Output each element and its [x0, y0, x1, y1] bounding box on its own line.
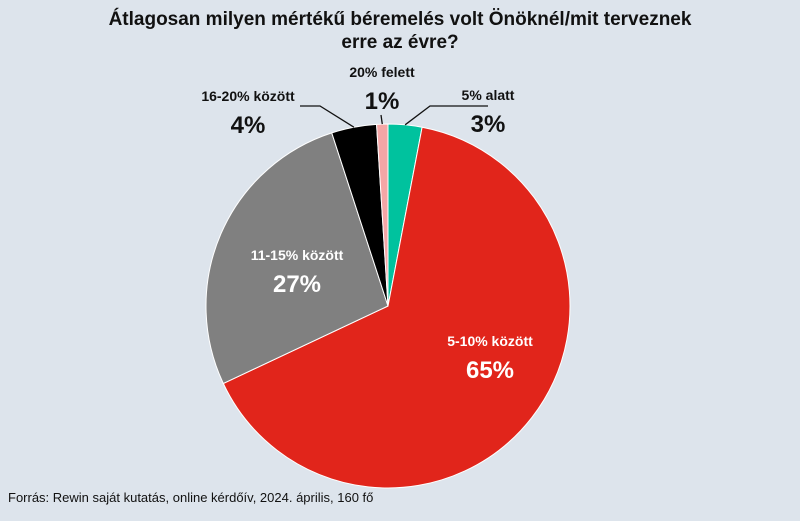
leader-line-16-20-k-z-tt [300, 105, 355, 128]
slice-value-16-20-k-z-tt: 4% [231, 112, 266, 139]
slice-value-11-15-k-z-tt: 27% [273, 271, 321, 298]
slice-label-5-alatt: 5% alatt [462, 87, 515, 103]
leader-line-20-felett [380, 114, 383, 125]
pie-slices [205, 123, 571, 489]
pie-slice-11-15-k-z-tt [205, 132, 389, 385]
slice-labels: 5% alatt 3% 5-10% között 65% 11-15% között 27… [201, 64, 533, 384]
slice-value-5-10-k-z-tt: 65% [466, 357, 514, 384]
slice-label-20-felett: 20% felett [349, 64, 415, 80]
slice-label-16-20-k-z-tt: 16-20% között [201, 88, 295, 104]
slice-label-11-15-k-z-tt: 11-15% között [251, 247, 344, 263]
chart-title: Átlagosan milyen mértékű béremelés volt … [0, 8, 800, 54]
chart-title-line-2: erre az évre? [341, 32, 459, 53]
slice-label-5-10-k-z-tt: 5-10% között [447, 333, 533, 349]
pie-slice-5-10-k-z-tt [222, 126, 571, 489]
slice-value-5-alatt: 3% [471, 111, 506, 138]
slice-value-20-felett: 1% [365, 88, 400, 115]
leader-lines [300, 105, 488, 128]
source-note: Forrás: Rewin saját kutatás, online kérd… [8, 490, 374, 505]
chart-title-line-1: Átlagosan milyen mértékű béremelés volt … [108, 9, 692, 30]
leader-line-5-alatt [404, 105, 488, 126]
